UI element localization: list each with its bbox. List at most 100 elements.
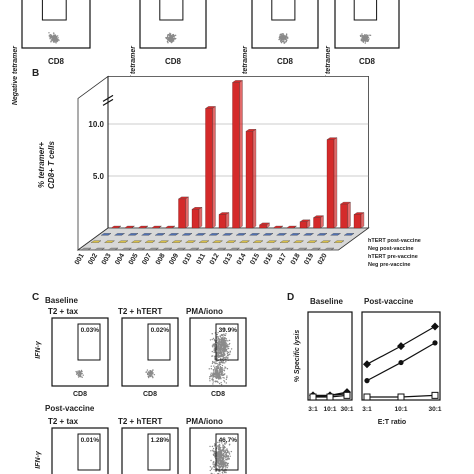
event-dot — [211, 445, 214, 448]
bar-top — [343, 233, 355, 236]
event-dot — [50, 40, 52, 42]
event-dot — [225, 340, 227, 343]
event-dot — [225, 441, 227, 444]
event-dot — [220, 457, 222, 459]
bar-top — [208, 233, 220, 236]
bar — [326, 137, 338, 229]
x-tick-label: 001 — [74, 252, 86, 266]
event-dot — [223, 465, 225, 468]
bar-top — [161, 247, 173, 251]
event-dot — [221, 449, 223, 451]
event-dot — [218, 448, 220, 451]
marker — [326, 393, 334, 401]
event-dot — [225, 356, 228, 358]
x-tick-label: 10:1 — [394, 406, 407, 413]
event-dot — [215, 377, 218, 380]
event-dot — [222, 460, 224, 462]
event-dot — [54, 41, 57, 43]
event-dot — [225, 367, 227, 369]
event-dot — [216, 376, 218, 378]
event-dot — [216, 460, 218, 462]
event-dot — [217, 343, 220, 346]
event-dot — [223, 350, 226, 352]
bar-top — [222, 233, 233, 236]
y-tick-label: 10.0 — [88, 120, 104, 129]
event-dot — [359, 34, 362, 37]
event-dot — [222, 445, 224, 447]
x-tick-label: 014 — [236, 252, 248, 266]
event-dot — [224, 442, 226, 444]
event-dot — [223, 338, 225, 340]
event-dot — [365, 36, 367, 38]
event-dot — [212, 370, 215, 372]
gate — [147, 323, 171, 361]
event-dot — [52, 32, 55, 34]
bar — [272, 225, 284, 229]
event-dot — [213, 445, 216, 447]
bar-top — [279, 240, 291, 243]
bar — [293, 240, 304, 243]
event-dot — [210, 368, 213, 370]
plot-frame — [121, 317, 179, 387]
bar-top — [181, 233, 193, 236]
event-dot — [225, 456, 227, 459]
event-dot — [222, 354, 224, 356]
event-dot — [218, 363, 220, 365]
bar — [124, 225, 135, 229]
event-dot — [283, 36, 285, 39]
event-dot — [364, 40, 367, 43]
event-dot — [225, 452, 227, 455]
event-dot — [172, 35, 175, 37]
event-dot — [174, 35, 176, 37]
legend-entry: hTERT pre-vaccine — [368, 254, 418, 260]
event-dot — [218, 466, 220, 468]
bar-top — [104, 240, 115, 243]
bar — [141, 233, 152, 236]
event-dot — [213, 351, 215, 354]
event-dot — [209, 378, 211, 380]
bar-top — [141, 233, 152, 236]
event-dot — [222, 360, 224, 362]
event-dot — [215, 360, 217, 362]
x-tick-label: 010 — [182, 252, 194, 266]
event-dot — [217, 350, 219, 353]
event-dot — [212, 376, 215, 378]
event-dot — [213, 450, 216, 452]
plot-frame — [139, 0, 207, 49]
event-dot — [222, 346, 225, 348]
bar — [188, 247, 200, 251]
bar — [303, 233, 314, 236]
event-dot — [228, 339, 231, 342]
event-dot — [81, 376, 83, 378]
bar-top — [306, 240, 318, 243]
bar-top — [168, 233, 179, 236]
event-dot — [56, 35, 59, 37]
event-dot — [225, 471, 227, 474]
event-dot — [226, 466, 229, 469]
marker — [363, 393, 371, 401]
event-dot — [75, 373, 78, 375]
bar-side — [252, 128, 257, 229]
event-dot — [283, 38, 285, 40]
bar — [110, 225, 122, 229]
event-dot — [220, 381, 222, 384]
event-dot — [224, 334, 227, 337]
bar-top — [299, 219, 311, 222]
event-dot — [55, 36, 58, 38]
bar — [276, 233, 287, 236]
event-dot — [222, 452, 225, 455]
bar-front — [353, 214, 362, 229]
event-dot — [222, 369, 224, 371]
event-dot — [209, 445, 211, 448]
event-dot — [224, 344, 227, 347]
event-dot — [225, 378, 228, 381]
event-dot — [216, 342, 219, 345]
event-dot — [169, 36, 171, 39]
event-dot — [217, 373, 219, 375]
x-tick-label: 013 — [222, 252, 234, 266]
bar — [178, 196, 189, 229]
event-dot — [221, 471, 224, 474]
event-dot — [56, 38, 58, 40]
event-dot — [211, 467, 213, 469]
